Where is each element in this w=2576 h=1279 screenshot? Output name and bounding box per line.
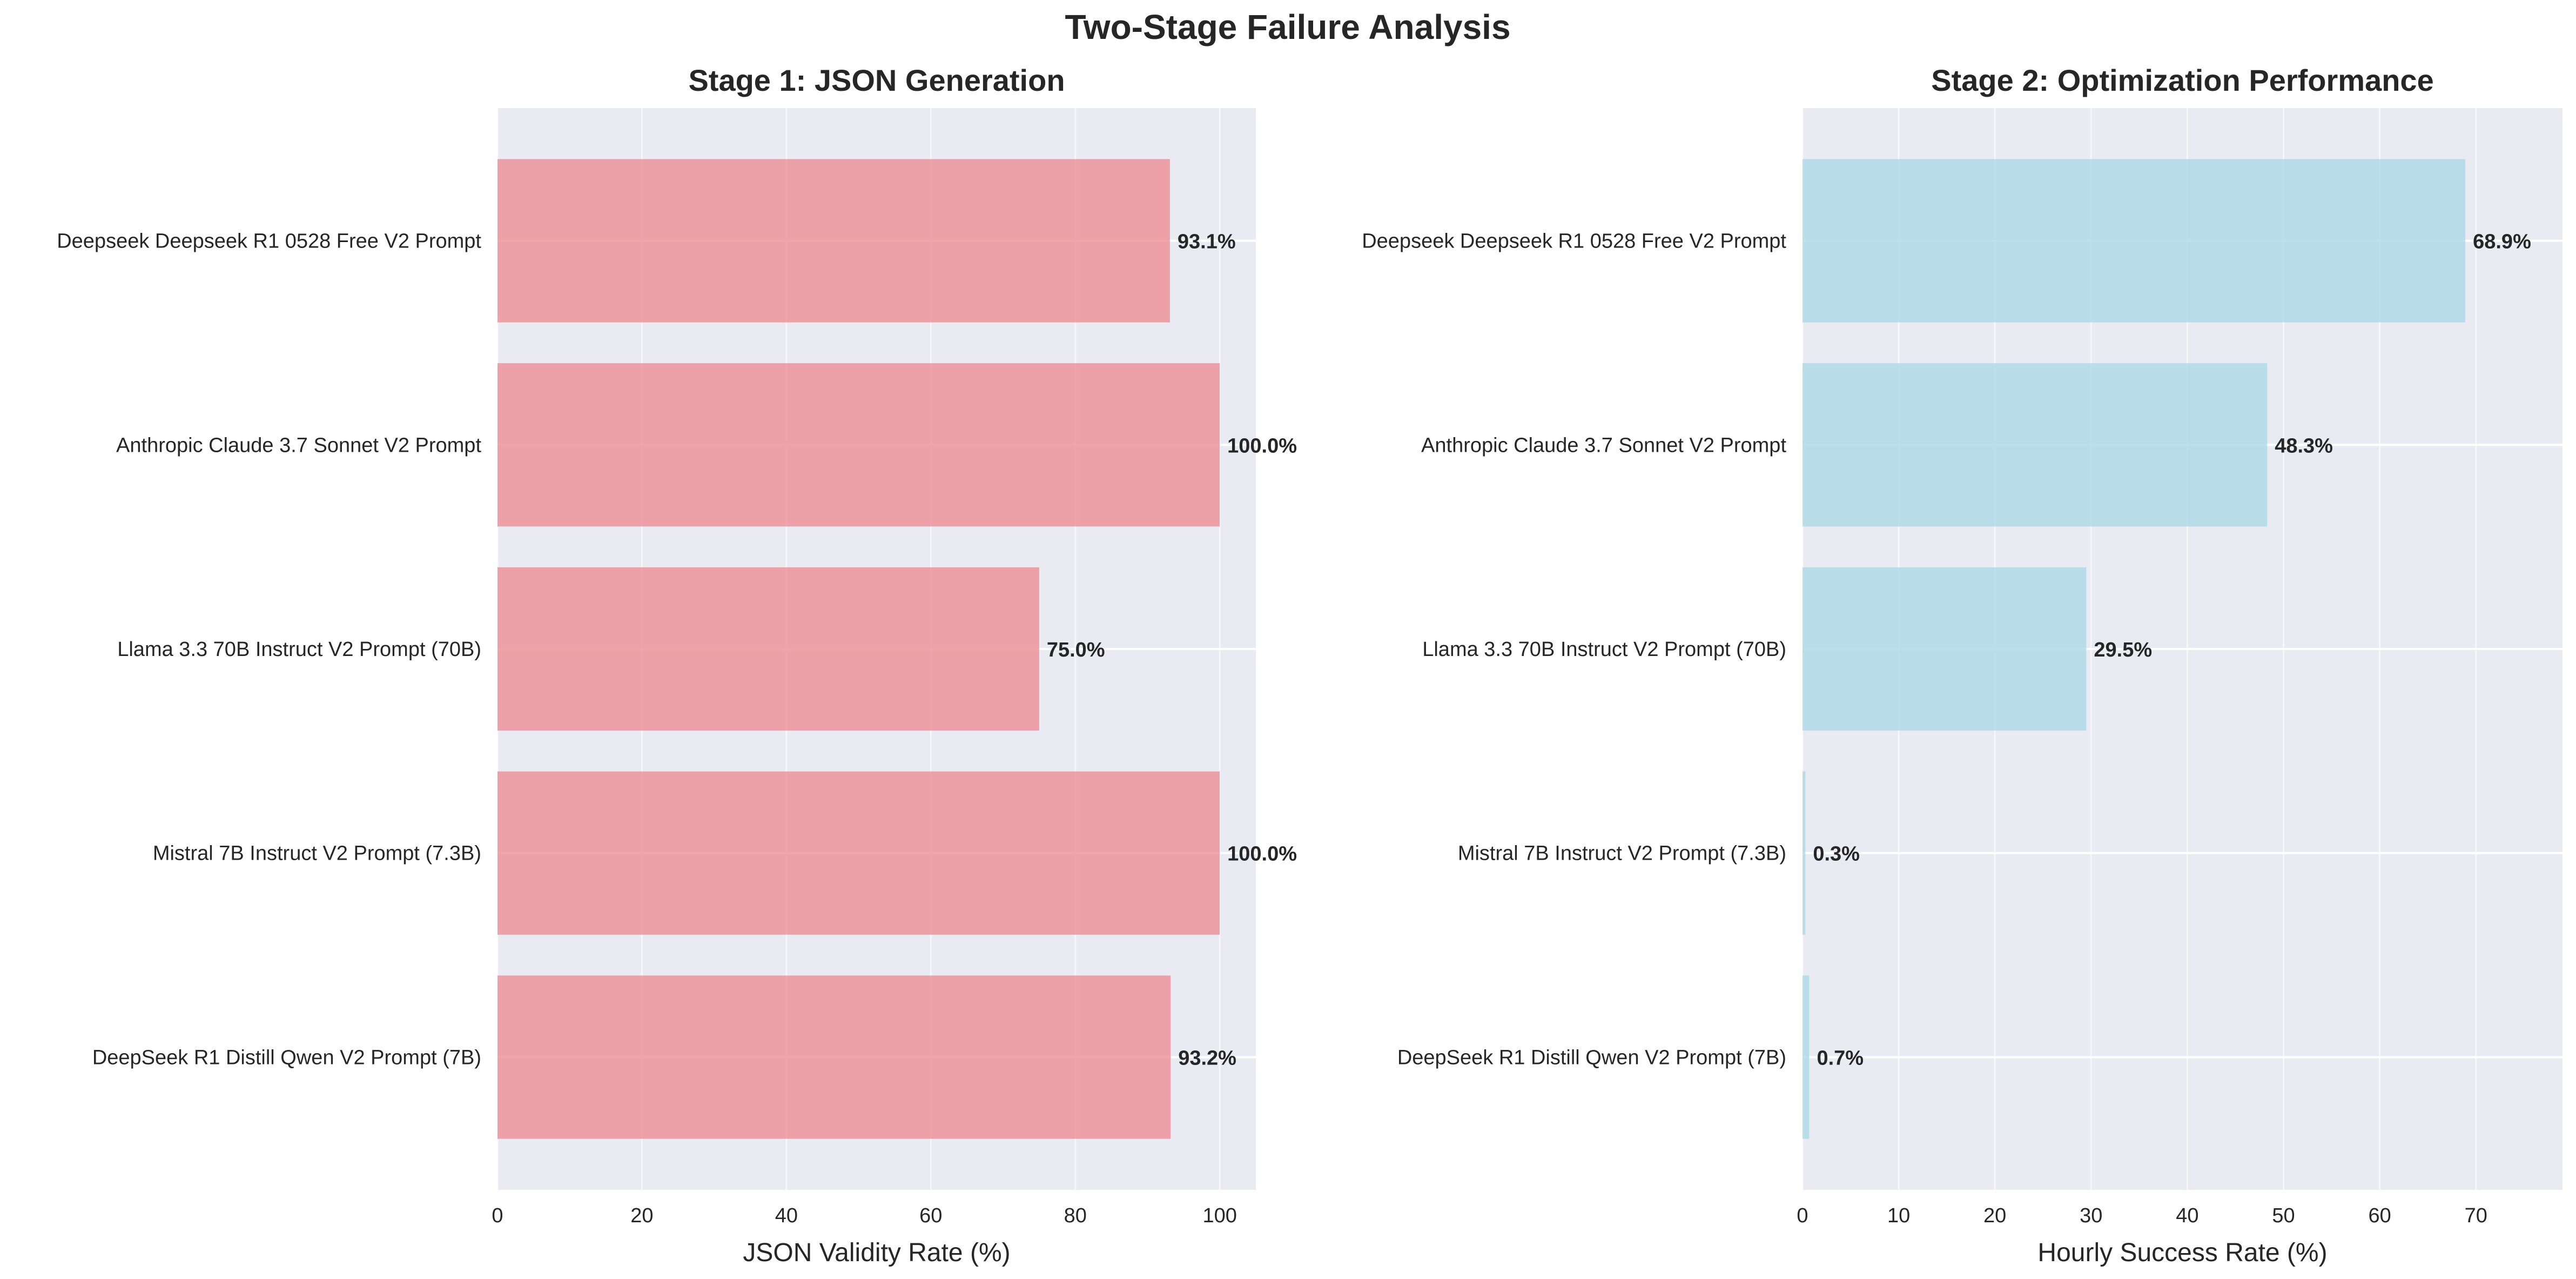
bar-4: [497, 771, 1220, 935]
x-tick-label: 30: [2080, 1204, 2102, 1227]
y-tick-label: Llama 3.3 70B Instruct V2 Prompt (70B): [117, 638, 481, 661]
bar-3: [1802, 567, 2087, 731]
x-axis-label: Hourly Success Rate (%): [2037, 1238, 2327, 1267]
x-tick-label: 0: [492, 1204, 503, 1227]
x-tick-label: 40: [775, 1204, 798, 1227]
bar-value-label: 0.3%: [1813, 843, 1860, 866]
figure-title: Two-Stage Failure Analysis: [1065, 8, 1510, 46]
stage2-panel: 68.9% 48.3% 29.5% 0.3% 0.7% Deepseek Deepseek…: [1362, 63, 2562, 1267]
subplot-title: Stage 2: Optimization Performance: [1931, 63, 2433, 97]
y-tick-label: DeepSeek R1 Distill Qwen V2 Prompt (7B): [92, 1046, 481, 1069]
bar-4: [1802, 771, 1806, 935]
bar-2: [1802, 363, 2268, 527]
bar-3: [497, 567, 1039, 731]
x-tick-label: 40: [2176, 1204, 2198, 1227]
y-tick-label: Llama 3.3 70B Instruct V2 Prompt (70B): [1422, 638, 1786, 661]
x-tick-label: 60: [2368, 1204, 2391, 1227]
bar-value-label: 100.0%: [1227, 843, 1297, 866]
y-tick-label: Deepseek Deepseek R1 0528 Free V2 Prompt: [57, 230, 481, 253]
bar-value-label: 93.1%: [1178, 231, 1236, 253]
subplot-title: Stage 1: JSON Generation: [688, 63, 1065, 97]
bar-2: [497, 363, 1220, 527]
y-tick-label: Anthropic Claude 3.7 Sonnet V2 Prompt: [1421, 434, 1786, 457]
y-tick-label: Mistral 7B Instruct V2 Prompt (7.3B): [153, 842, 481, 865]
bar-5: [1802, 975, 1810, 1139]
x-tick-label: 60: [919, 1204, 942, 1227]
x-tick-label: 70: [2465, 1204, 2487, 1227]
bar-1: [1802, 159, 2466, 323]
bar-value-label: 29.5%: [2094, 639, 2152, 661]
bar-value-label: 100.0%: [1227, 434, 1297, 457]
bar-value-label: 48.3%: [2275, 434, 2333, 457]
x-tick-label: 20: [1983, 1204, 2006, 1227]
x-tick-label: 10: [1887, 1204, 1910, 1227]
bar-5: [497, 975, 1171, 1139]
x-tick-label: 0: [1797, 1204, 1808, 1227]
x-tick-label: 80: [1064, 1204, 1087, 1227]
bar-value-label: 0.7%: [1817, 1047, 1864, 1069]
bar-value-label: 75.0%: [1047, 639, 1105, 661]
y-tick-label: Mistral 7B Instruct V2 Prompt (7.3B): [1458, 842, 1786, 865]
bar-1: [497, 159, 1170, 323]
stage1-panel: 93.1% 100.0% 75.0% 100.0% 93.2% Deepseek Deep…: [57, 63, 1297, 1267]
x-axis-label: JSON Validity Rate (%): [743, 1238, 1010, 1267]
x-tick-label: 20: [630, 1204, 653, 1227]
x-tick-label: 50: [2272, 1204, 2295, 1227]
y-tick-label: Deepseek Deepseek R1 0528 Free V2 Prompt: [1362, 230, 1786, 253]
bar-value-label: 93.2%: [1178, 1047, 1236, 1069]
y-tick-label: Anthropic Claude 3.7 Sonnet V2 Prompt: [116, 434, 481, 457]
bar-value-label: 68.9%: [2473, 231, 2531, 253]
y-tick-label: DeepSeek R1 Distill Qwen V2 Prompt (7B): [1397, 1046, 1786, 1069]
x-tick-label: 100: [1202, 1204, 1236, 1227]
